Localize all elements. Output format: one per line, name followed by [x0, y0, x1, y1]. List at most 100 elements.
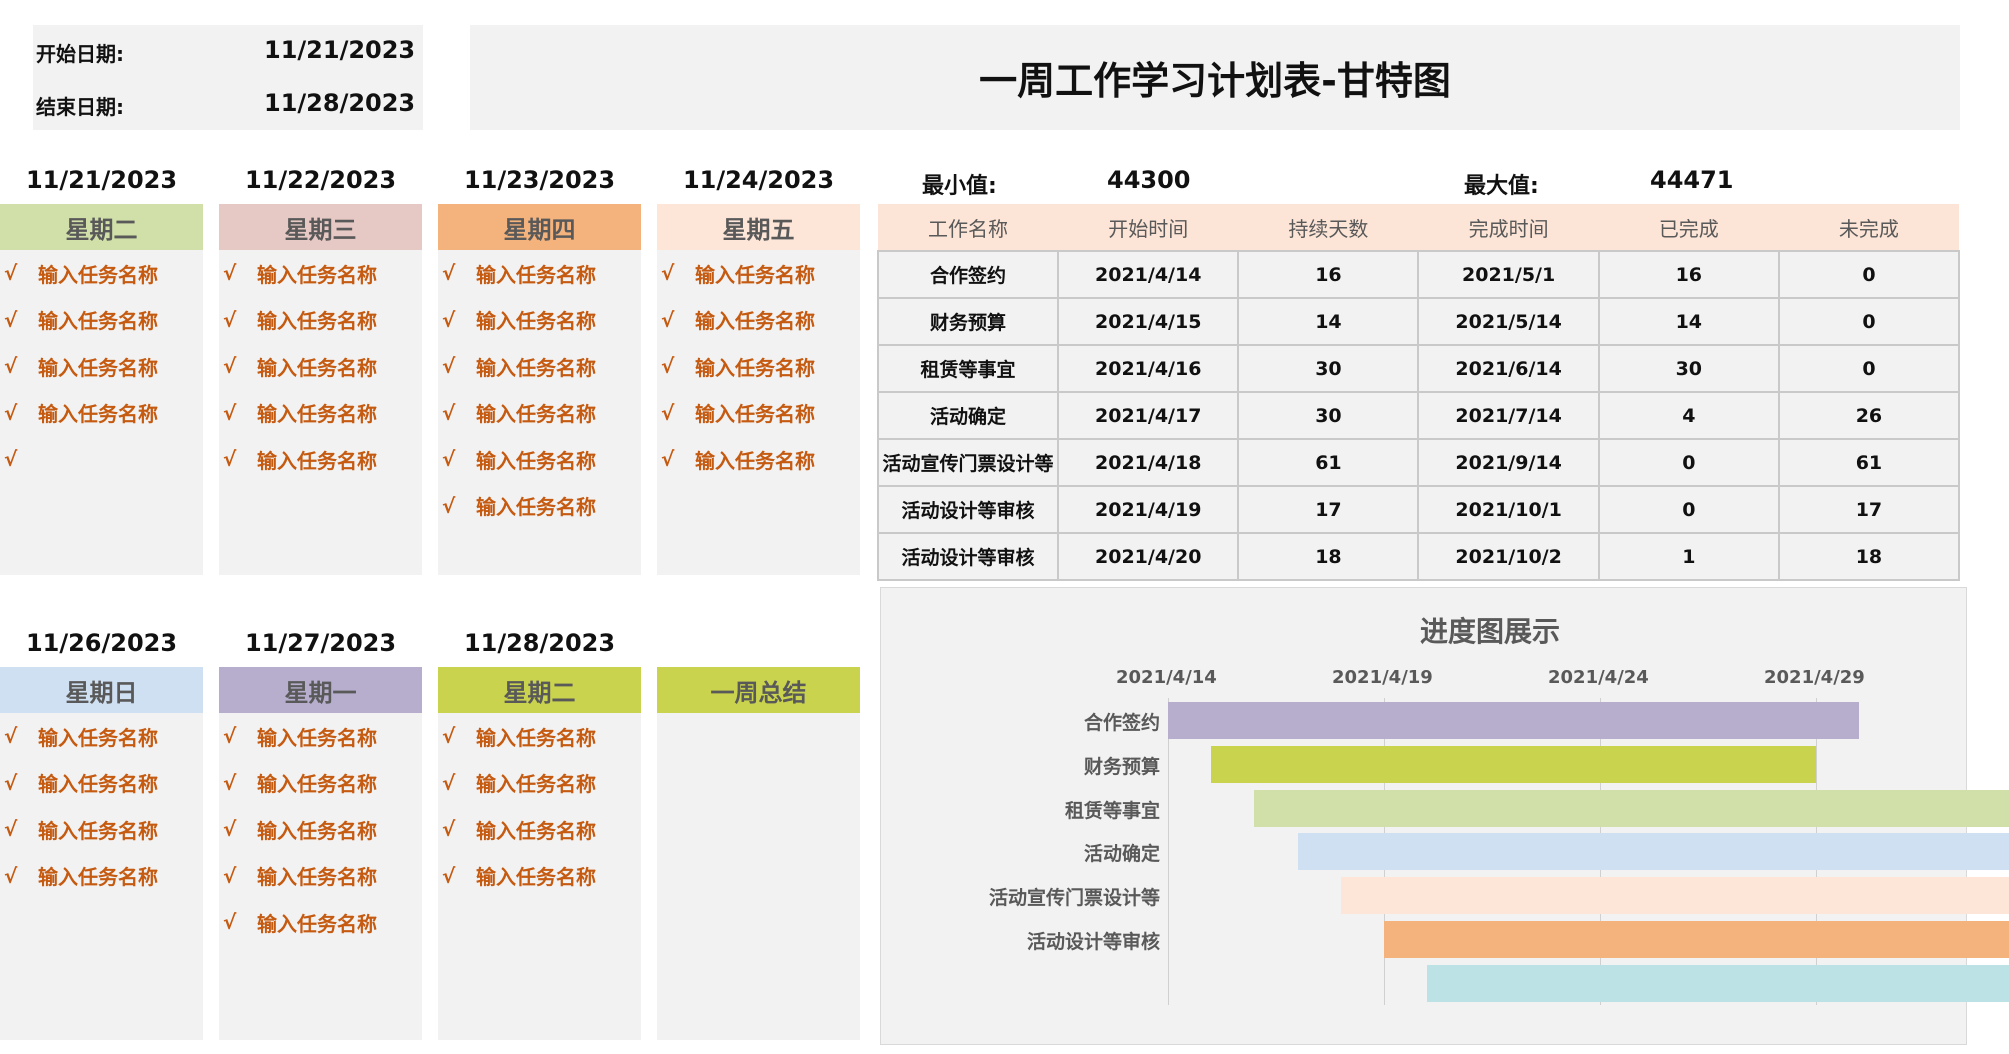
task-name[interactable]: 输入任务名称 [476, 772, 596, 797]
table-cell[interactable]: 2021/6/14 [1417, 344, 1600, 393]
table-cell[interactable]: 0 [1777, 297, 1961, 346]
table-cell[interactable]: 活动确定 [876, 391, 1060, 440]
table-cell[interactable]: 财务预算 [876, 297, 1060, 346]
task-name[interactable]: 输入任务名称 [257, 725, 377, 750]
table-cell[interactable]: 30 [1597, 344, 1780, 393]
task-item[interactable]: √ 输入任务名称 [438, 853, 641, 900]
table-cell[interactable]: 18 [1237, 532, 1420, 581]
table-cell[interactable]: 61 [1237, 438, 1420, 487]
task-name[interactable]: 输入任务名称 [38, 865, 158, 890]
task-item[interactable]: √ 输入任务名称 [0, 760, 203, 807]
task-item[interactable]: √ 输入任务名称 [219, 713, 422, 760]
table-cell[interactable]: 合作签约 [876, 250, 1060, 299]
table-cell[interactable]: 0 [1597, 438, 1780, 487]
task-name[interactable]: 输入任务名称 [476, 309, 596, 334]
table-cell[interactable]: 租赁等事宜 [876, 344, 1060, 393]
table-cell[interactable]: 17 [1237, 485, 1420, 534]
task-name[interactable]: 输入任务名称 [476, 402, 596, 427]
task-item[interactable]: √ 输入任务名称 [0, 250, 203, 297]
table-cell[interactable]: 30 [1237, 344, 1420, 393]
task-name[interactable]: 输入任务名称 [38, 262, 158, 287]
task-name[interactable]: 输入任务名称 [257, 818, 377, 843]
task-item[interactable]: √ 输入任务名称 [438, 250, 641, 297]
task-item[interactable]: √ 输入任务名称 [0, 390, 203, 437]
table-cell[interactable]: 0 [1597, 485, 1780, 534]
end-date-value[interactable]: 11/28/2023 [264, 89, 416, 117]
task-name[interactable]: 输入任务名称 [695, 448, 815, 473]
task-item[interactable]: √ 输入任务名称 [438, 806, 641, 853]
task-item[interactable]: √ 输入任务名称 [219, 297, 422, 344]
table-cell[interactable]: 2021/4/19 [1057, 485, 1240, 534]
task-name[interactable]: 输入任务名称 [38, 772, 158, 797]
table-cell[interactable]: 14 [1597, 297, 1780, 346]
task-item[interactable]: √ 输入任务名称 [657, 343, 860, 390]
task-name[interactable]: 输入任务名称 [695, 262, 815, 287]
table-cell[interactable]: 0 [1777, 344, 1961, 393]
task-name[interactable]: 输入任务名称 [257, 355, 377, 380]
table-cell[interactable]: 26 [1777, 391, 1961, 440]
table-cell[interactable]: 活动设计等审核 [876, 532, 1060, 581]
task-item[interactable]: √ 输入任务名称 [219, 436, 422, 483]
task-name[interactable]: 输入任务名称 [38, 355, 158, 380]
task-item[interactable]: √ 输入任务名称 [219, 806, 422, 853]
table-cell[interactable]: 2021/4/20 [1057, 532, 1240, 581]
task-name[interactable]: 输入任务名称 [38, 309, 158, 334]
start-date-value[interactable]: 11/21/2023 [264, 36, 416, 64]
task-item[interactable]: √ 输入任务名称 [438, 483, 641, 530]
task-item[interactable]: √ 输入任务名称 [438, 390, 641, 437]
table-cell[interactable]: 活动宣传门票设计等 [876, 438, 1060, 487]
task-name[interactable]: 输入任务名称 [257, 448, 377, 473]
table-cell[interactable]: 2021/4/14 [1057, 250, 1240, 299]
task-name[interactable]: 输入任务名称 [38, 725, 158, 750]
table-cell[interactable]: 16 [1597, 250, 1780, 299]
task-item[interactable]: √ 输入任务名称 [219, 899, 422, 946]
table-cell[interactable]: 2021/4/17 [1057, 391, 1240, 440]
table-cell[interactable]: 0 [1777, 250, 1961, 299]
task-item[interactable]: √ 输入任务名称 [219, 853, 422, 900]
task-name[interactable]: 输入任务名称 [476, 725, 596, 750]
table-cell[interactable]: 2021/5/1 [1417, 250, 1600, 299]
task-item[interactable]: √ 输入任务名称 [438, 436, 641, 483]
task-item[interactable]: √ 输入任务名称 [438, 343, 641, 390]
task-item[interactable]: √ 输入任务名称 [0, 853, 203, 900]
table-cell[interactable]: 2021/10/2 [1417, 532, 1600, 581]
table-cell[interactable]: 61 [1777, 438, 1961, 487]
task-name[interactable]: 输入任务名称 [257, 402, 377, 427]
task-item[interactable]: √ 输入任务名称 [219, 250, 422, 297]
table-cell[interactable]: 1 [1597, 532, 1780, 581]
task-item[interactable]: √ 输入任务名称 [657, 297, 860, 344]
task-item[interactable]: √ 输入任务名称 [657, 436, 860, 483]
table-cell[interactable]: 2021/4/16 [1057, 344, 1240, 393]
task-name[interactable]: 输入任务名称 [257, 309, 377, 334]
task-item[interactable]: √ [0, 436, 203, 483]
table-cell[interactable]: 14 [1237, 297, 1420, 346]
task-name[interactable]: 输入任务名称 [38, 402, 158, 427]
task-name[interactable]: 输入任务名称 [695, 402, 815, 427]
task-item[interactable]: √ 输入任务名称 [438, 713, 641, 760]
task-name[interactable]: 输入任务名称 [257, 772, 377, 797]
task-name[interactable]: 输入任务名称 [695, 355, 815, 380]
task-name[interactable]: 输入任务名称 [476, 448, 596, 473]
table-cell[interactable]: 2021/7/14 [1417, 391, 1600, 440]
table-cell[interactable]: 活动设计等审核 [876, 485, 1060, 534]
task-item[interactable]: √ 输入任务名称 [657, 250, 860, 297]
table-cell[interactable]: 18 [1777, 532, 1961, 581]
task-item[interactable]: √ 输入任务名称 [219, 390, 422, 437]
task-name[interactable]: 输入任务名称 [476, 262, 596, 287]
table-cell[interactable]: 2021/5/14 [1417, 297, 1600, 346]
table-cell[interactable]: 2021/4/18 [1057, 438, 1240, 487]
task-item[interactable]: √ 输入任务名称 [438, 297, 641, 344]
task-item[interactable]: √ 输入任务名称 [219, 760, 422, 807]
task-name[interactable]: 输入任务名称 [476, 865, 596, 890]
task-item[interactable]: √ 输入任务名称 [0, 806, 203, 853]
table-cell[interactable]: 17 [1777, 485, 1961, 534]
task-item[interactable]: √ 输入任务名称 [657, 390, 860, 437]
task-name[interactable]: 输入任务名称 [476, 495, 596, 520]
table-cell[interactable]: 2021/4/15 [1057, 297, 1240, 346]
task-name[interactable]: 输入任务名称 [257, 911, 377, 936]
task-item[interactable]: √ 输入任务名称 [0, 343, 203, 390]
table-cell[interactable]: 2021/9/14 [1417, 438, 1600, 487]
task-item[interactable]: √ 输入任务名称 [0, 297, 203, 344]
task-name[interactable]: 输入任务名称 [695, 309, 815, 334]
task-name[interactable]: 输入任务名称 [257, 865, 377, 890]
